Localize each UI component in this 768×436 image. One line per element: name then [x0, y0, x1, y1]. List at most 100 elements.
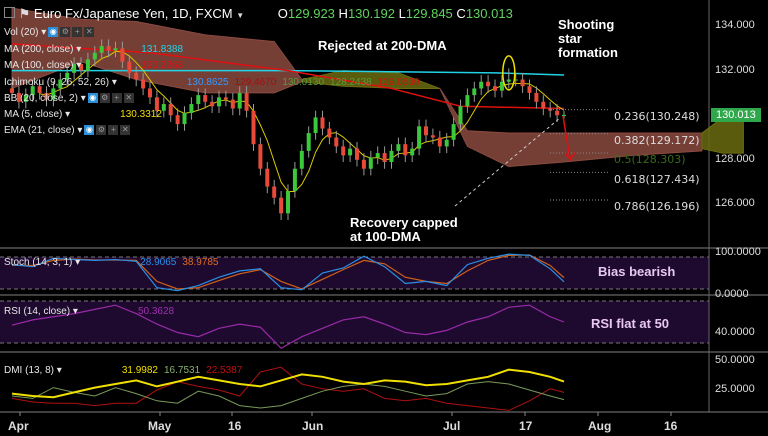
eye-icon[interactable]: ◉	[48, 27, 59, 38]
candle	[299, 150, 304, 169]
annotation-shooting-star: Shooting star formation	[558, 17, 618, 60]
candle	[72, 63, 77, 73]
symbol-title[interactable]: Euro Fx/Japanese Yen, 1D, FXCM	[33, 6, 233, 21]
trend-arrow	[454, 117, 561, 207]
close-icon[interactable]: ✕	[84, 27, 95, 38]
candle	[368, 157, 373, 169]
candle	[513, 79, 518, 81]
candle	[486, 81, 491, 87]
y-tick: 132.000	[715, 64, 755, 76]
candle	[141, 79, 146, 89]
annotation-bias: Bias bearish	[598, 264, 676, 279]
candle	[355, 148, 359, 160]
candle	[37, 86, 42, 93]
legend-value: 128.2438	[330, 77, 372, 88]
close-icon[interactable]: ✕	[123, 93, 134, 104]
fib-label: 0.618(127.434)	[614, 173, 700, 186]
candle	[410, 148, 415, 156]
candle	[175, 115, 180, 125]
close-value: 130.013	[465, 6, 513, 21]
rsi-band	[0, 301, 709, 343]
candle	[30, 86, 35, 96]
high-value: 130.192	[347, 6, 395, 21]
candle	[348, 148, 353, 156]
candle	[58, 79, 63, 89]
candle	[430, 135, 435, 138]
x-tick: May	[148, 419, 172, 433]
open-value: 129.923	[287, 6, 335, 21]
legend-ma100[interactable]: MA (100, close) ▾ 130.2263	[4, 60, 184, 71]
shooting-star-ellipse	[502, 55, 516, 91]
eye-icon[interactable]: ◉	[87, 93, 98, 104]
stoch-k-value: 28.9065	[140, 257, 177, 268]
stoch-k-line	[11, 253, 565, 292]
plus-icon[interactable]: +	[72, 27, 83, 38]
legend-rsi[interactable]: RSI (14, close) ▾ 50.3628	[4, 306, 175, 317]
candle	[458, 106, 463, 125]
legend-ma5[interactable]: MA (5, close) ▾ 130.3312	[4, 109, 162, 120]
eye-icon[interactable]: ◉	[84, 125, 95, 136]
legend-ma200[interactable]: MA (200, close) ▾ 131.8388	[4, 44, 184, 55]
legend-ichimoku[interactable]: Ichimoku (9, 26, 52, 26) ▾ 130.8625 129.46…	[4, 77, 420, 88]
candle	[375, 153, 380, 158]
rsi-line	[11, 304, 565, 349]
plus-icon[interactable]: +	[111, 93, 122, 104]
candle	[389, 150, 394, 163]
legend-stoch[interactable]: Stoch (14, 3, 1) ▾ 28.9065 38.9785	[4, 257, 219, 268]
legend-dmi[interactable]: DMI (13, 8) ▾ 31.9982 16.7531 22.5387	[4, 365, 243, 376]
y-tick: 50.0000	[715, 354, 755, 366]
gear-icon[interactable]: ⚙	[60, 27, 71, 38]
y-tick: 0.0000	[715, 288, 749, 300]
candle	[493, 86, 497, 91]
chart-header: ⚑ Euro Fx/Japanese Yen, 1D, FXCM ▼ O129.…	[4, 6, 513, 22]
candle	[403, 144, 408, 156]
chevron-down-icon[interactable]: ▼	[236, 11, 245, 20]
low-label: L	[398, 6, 406, 21]
y-tick: 128.000	[715, 153, 755, 165]
flag-icon: ⚑	[18, 6, 31, 21]
collapse-icon[interactable]	[4, 7, 15, 18]
candle	[534, 92, 539, 102]
x-tick: Jun	[302, 419, 324, 433]
candle	[465, 95, 470, 107]
fib-label: 0.786(126.196)	[614, 200, 700, 213]
gear-icon[interactable]: ⚙	[96, 125, 107, 136]
candle	[382, 153, 387, 163]
price-tag: 130.013	[711, 108, 761, 122]
legend-label: MA (100, close)	[4, 60, 74, 71]
candle	[258, 144, 263, 169]
candle	[541, 101, 546, 109]
candle	[203, 95, 208, 102]
legend-bb[interactable]: BB (20, close, 2) ▾ ◉ ⚙ + ✕	[4, 93, 134, 104]
adx-line	[11, 368, 565, 399]
candle	[161, 104, 166, 111]
candle	[279, 197, 284, 214]
candle	[23, 95, 28, 102]
legend-vol[interactable]: Vol (20) ▾ ◉ ⚙ + ✕	[4, 27, 95, 38]
pdi-line	[11, 381, 565, 409]
mdi-line	[11, 366, 565, 411]
candle	[244, 92, 249, 111]
legend-label: Ichimoku (9, 26, 52, 26)	[4, 77, 110, 88]
candle	[92, 52, 97, 60]
ma100-line	[11, 43, 565, 110]
legend-value: 131.8388	[141, 44, 184, 55]
candle	[113, 48, 118, 51]
close-label: C	[456, 6, 466, 21]
candle	[313, 117, 318, 134]
candle	[79, 63, 83, 71]
candle	[182, 112, 187, 125]
legend-ema21[interactable]: EMA (21, close) ▾ ◉ ⚙ + ✕	[4, 125, 131, 136]
plus-icon[interactable]: +	[108, 125, 119, 136]
x-tick: 16	[664, 419, 678, 433]
mdi-value: 22.5387	[206, 365, 243, 376]
candle	[562, 114, 566, 116]
x-tick: 16	[228, 419, 242, 433]
candle	[417, 126, 422, 149]
close-icon[interactable]: ✕	[120, 125, 131, 136]
annotation-rejected: Rejected at 200-DMA	[318, 38, 447, 53]
candle	[451, 124, 456, 140]
candle	[210, 101, 215, 107]
gear-icon[interactable]: ⚙	[99, 93, 110, 104]
